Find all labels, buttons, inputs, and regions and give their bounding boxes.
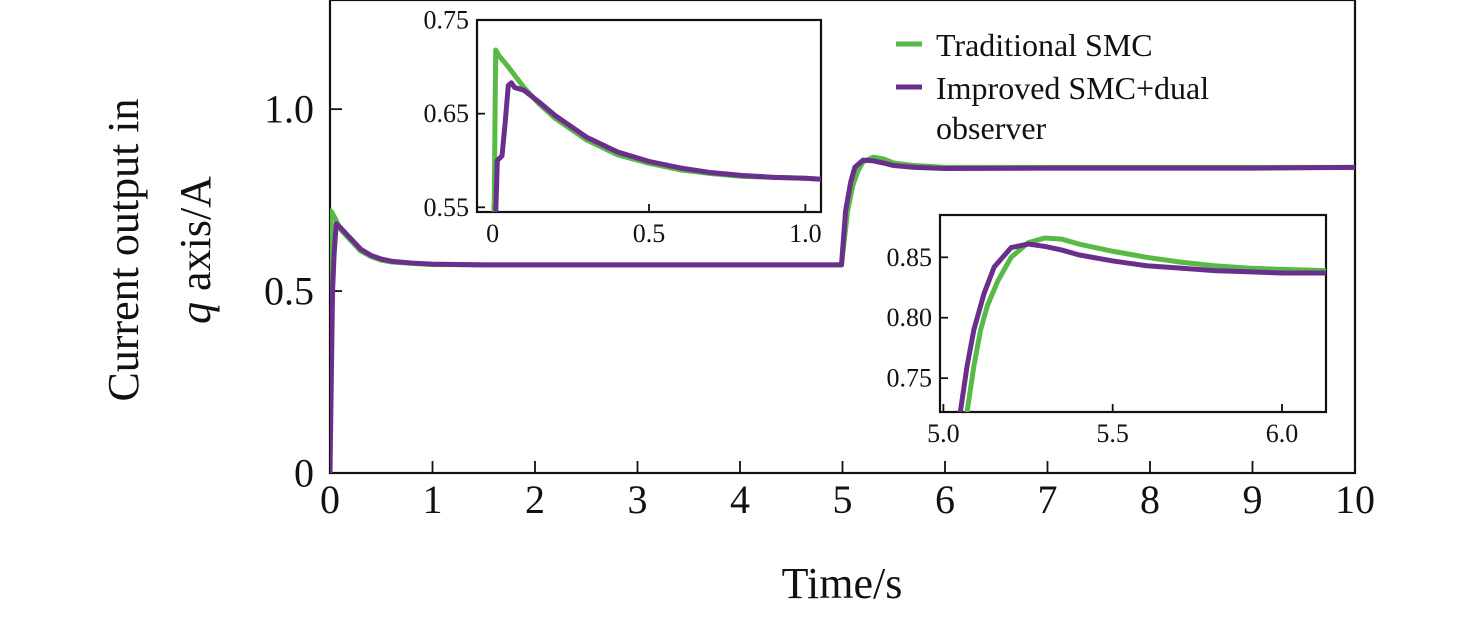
- inset-step-y-tick-label-0-80: 0.80: [887, 303, 933, 332]
- y-axis-label-line2: q axis/A: [171, 176, 220, 324]
- y-axis-label-q: q: [171, 302, 220, 324]
- inset-step-y-tick-label-0-85: 0.85: [887, 243, 933, 272]
- legend-label-improved-smc-line2: observer: [936, 110, 1047, 146]
- inset-step-frame: [938, 213, 1328, 414]
- inset-early-x-tick-label-1-0: 1.0: [789, 219, 822, 248]
- inset-early-series-lines: [491, 47, 821, 212]
- main-x-tick-label-6: 6: [935, 477, 955, 522]
- main-x-tick-label-5: 5: [833, 477, 853, 522]
- x-axis-label: Time/s: [782, 559, 903, 608]
- main-series-improved-smc-dual-observer: [330, 157, 1355, 473]
- inset-step-ticks: 5.0 5.5 6.0 0.75 0.80 0.85: [887, 243, 1299, 448]
- inset-early-series-improved-smc-dual-observer: [493, 80, 821, 212]
- main-series-lines: [330, 154, 1355, 473]
- main-ticks: 0 1 2 3 4 5 6 7 8 9 10 0 0.5 1.0: [264, 87, 1375, 522]
- main-y-tick-label-1-0: 1.0: [264, 87, 314, 132]
- inset-early-frame: [475, 18, 823, 214]
- inset-early-x-tick-label-0: 0: [486, 219, 499, 248]
- inset-step-plot: 5.0 5.5 6.0 0.75 0.80 0.85: [887, 213, 1328, 448]
- main-x-tick-label-1: 1: [423, 477, 443, 522]
- main-x-tick-label-4: 4: [730, 477, 750, 522]
- inset-early-y-tick-label-0-65: 0.65: [424, 99, 470, 128]
- inset-step-series-lines: [957, 235, 1326, 412]
- main-x-tick-label-7: 7: [1038, 477, 1058, 522]
- main-x-tick-label-10: 10: [1335, 477, 1375, 522]
- main-x-tick-label-8: 8: [1140, 477, 1160, 522]
- main-y-tick-label-0: 0: [294, 451, 314, 496]
- inset-early-plot: 0 0.5 1.0 0.55 0.65 0.75: [424, 6, 823, 249]
- inset-early-y-tick-label-0-55: 0.55: [424, 193, 470, 222]
- main-y-tick-label-0-5: 0.5: [264, 269, 314, 314]
- legend-label-traditional-smc: Traditional SMC: [936, 27, 1153, 63]
- inset-early-y-tick-label-0-75: 0.75: [424, 6, 470, 35]
- main-x-tick-label-0: 0: [320, 477, 340, 522]
- inset-step-series-improved-smc-dual-observer: [957, 241, 1326, 412]
- inset-step-x-tick-label-5-0: 5.0: [927, 419, 960, 448]
- main-x-tick-label-3: 3: [628, 477, 648, 522]
- y-axis-label-line1: Current output in: [99, 98, 148, 401]
- inset-step-x-tick-label-5-5: 5.5: [1096, 419, 1129, 448]
- inset-step-series-traditional-smc: [964, 235, 1326, 412]
- y-axis-label: Current output in q axis/A: [99, 98, 220, 401]
- main-x-tick-label-9: 9: [1243, 477, 1263, 522]
- main-x-tick-label-2: 2: [525, 477, 545, 522]
- inset-step-x-tick-label-6-0: 6.0: [1266, 419, 1299, 448]
- legend-label-improved-smc-line1: Improved SMC+dual: [936, 70, 1209, 106]
- legend: Traditional SMC Improved SMC+dual observ…: [896, 27, 1209, 146]
- inset-step-y-tick-label-0-75: 0.75: [887, 364, 933, 393]
- inset-early-ticks: 0 0.5 1.0 0.55 0.65 0.75: [424, 6, 822, 249]
- y-axis-label-unit: axis/A: [171, 176, 220, 302]
- inset-early-x-tick-label-0-5: 0.5: [633, 219, 666, 248]
